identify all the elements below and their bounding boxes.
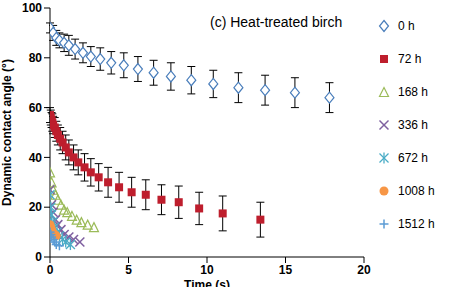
svg-text:60: 60 [29, 101, 43, 115]
svg-text:0: 0 [35, 250, 42, 264]
svg-text:40: 40 [29, 151, 43, 165]
svg-text:100: 100 [22, 1, 42, 15]
html-text:1512 h: 1512 h [398, 217, 435, 231]
svg-text:15: 15 [279, 263, 293, 277]
html-text:1008 h: 1008 h [398, 184, 435, 198]
html-text:336 h: 336 h [398, 118, 428, 132]
svg-text:5: 5 [125, 263, 132, 277]
svg-text:Time (s): Time (s) [184, 278, 230, 287]
html-text:168 h: 168 h [398, 85, 428, 99]
svg-text:20: 20 [357, 263, 371, 277]
svg-text:10: 10 [200, 263, 214, 277]
html-text:72 h: 72 h [398, 52, 422, 66]
svg-text:20: 20 [29, 200, 43, 214]
svg-text:Dynamic contact angle (°): Dynamic contact angle (°) [8, 59, 14, 206]
svg-text:80: 80 [29, 51, 43, 65]
html-text:672 h: 672 h [398, 151, 428, 165]
html-text:0 h: 0 h [398, 19, 415, 33]
svg-text:0: 0 [47, 263, 54, 277]
html-text:(c) Heat-treated birch: (c) Heat-treated birch [210, 14, 343, 30]
